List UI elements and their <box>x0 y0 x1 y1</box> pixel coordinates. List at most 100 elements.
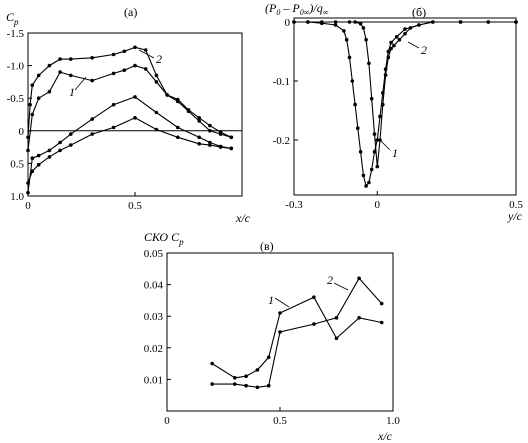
panel-a-series-1-lower-point <box>47 155 52 159</box>
panel-a-series-1-lower-point <box>36 162 41 167</box>
panel-a-xlabel: x/c <box>235 211 251 225</box>
panel-v-series-1-label: 1 <box>268 293 274 307</box>
panel-a-series-1-upper-point <box>133 63 137 68</box>
panel-b-series-2-point <box>392 43 396 48</box>
panel-a-series-1-upper-point <box>111 71 116 76</box>
panel-a-series-1-lower-point <box>197 142 201 146</box>
panel-a-series-1-upper-point <box>208 129 212 133</box>
panel-a-series-2-leader <box>138 49 155 59</box>
panel-v-series-2-point <box>210 382 214 386</box>
panel-b-xtick-label: 0.5 <box>509 199 523 211</box>
panel-b-series-2-point <box>431 20 435 24</box>
panel-v-series-1-point <box>266 355 271 360</box>
panel-a-ticks: 0 0.5 -1.5 -1.0 -0.5 0 0.5 1.0 <box>7 28 143 212</box>
panel-b-series-1-point <box>356 126 360 130</box>
panel-b-series-2-point <box>417 23 421 27</box>
panel-b-series-2-point <box>367 61 371 66</box>
panel-v-plot <box>210 276 384 390</box>
panel-a-series-1-lower-point <box>176 135 180 140</box>
panel-a-series-1-lower-point <box>208 143 212 147</box>
panel-v-xtick-label: 0.5 <box>273 415 287 427</box>
panel-a-series-2-upper-point <box>111 52 116 57</box>
panel-a-series-2-lower-point <box>90 117 94 121</box>
panel-v-ylabel: СКО Cp <box>144 230 184 247</box>
panel-v-series-1-point <box>255 368 260 372</box>
panel-b-frame <box>293 17 517 196</box>
panel-a-series-1-upper-point <box>143 67 148 71</box>
panel-a-series-2-upper-point <box>122 49 127 54</box>
panel-b-ytick-label: -0.2 <box>273 135 290 147</box>
panel-v-series-2-point <box>379 301 384 306</box>
panel-b-series-1-point <box>364 184 368 188</box>
panel-a-series-2-upper-point <box>47 63 52 68</box>
panel-v-series-2-point <box>334 316 339 320</box>
panel-a-series-1-upper-point <box>58 70 62 74</box>
panel-v-xtick-label: 0 <box>164 415 170 427</box>
panel-b-series-1-point <box>375 138 380 142</box>
panel-v-xtick-label: 1.0 <box>386 415 400 427</box>
panel-b-series-2-point <box>486 20 491 24</box>
panel-b-series-1-point <box>361 173 366 178</box>
panel-v-series-2-leader <box>333 282 349 291</box>
panel-b-series-2-point <box>347 20 352 24</box>
panel-b-series-1-point <box>350 79 355 83</box>
panel-a-ytick-label: -1.5 <box>7 28 25 40</box>
panel-a-series-2-lower-point <box>229 146 234 151</box>
panel-a-series-2-upper-line <box>27 46 232 138</box>
panel-a-series-2-lower-point <box>26 190 30 195</box>
panel-b-series-1-leader <box>380 140 391 151</box>
panel-a-series-2-upper-point <box>143 48 148 52</box>
panel-v-series-1-point <box>357 316 361 320</box>
panel-b-series-2-point <box>364 37 368 42</box>
panel-b-series-1-point <box>394 35 399 39</box>
panel-a-series-2-lower-point <box>208 140 212 145</box>
panel-v-ticks: 0 0.5 1.0 0.01 0.02 0.03 0.04 0.05 <box>144 248 401 427</box>
panel-a-series-1-upper-point <box>69 73 73 78</box>
panel-v-series-1-point <box>233 376 237 380</box>
panel-a-series-2-lower-point <box>58 140 62 145</box>
panel-a-series-2-upper-point <box>30 83 35 87</box>
panel-b-series-2-point <box>375 164 380 169</box>
panel-a-series-1-lower-point <box>111 125 116 130</box>
panel-v-series-2-point <box>357 276 361 281</box>
panel-v-series-1-point <box>278 311 282 315</box>
panel-a-series-1-upper-point <box>197 119 201 123</box>
panel-b-series-1-point <box>367 180 371 185</box>
panel-b-series-1-point <box>344 37 349 42</box>
panel-b-series-1-line <box>294 21 516 188</box>
panel-b-series-2-point <box>408 26 413 30</box>
panel-b-series-2-point <box>386 55 391 60</box>
panel-v-xlabel: x/c <box>377 429 393 443</box>
panel-a-series-2-upper-point <box>26 135 30 140</box>
panel-a-series-2-upper-point <box>36 73 41 78</box>
panel-a-series-2-lower-point <box>176 125 180 130</box>
panel-b-plot <box>292 20 518 188</box>
panel-a-series-1-upper-point <box>154 80 159 84</box>
panel-a-series-1-upper-point <box>36 96 41 100</box>
panel-b-label: (б) <box>412 5 426 19</box>
panel-b-series-2-point <box>383 73 388 77</box>
panel-a-plot <box>26 45 242 195</box>
panel-b-series-1-point <box>358 150 363 154</box>
panel-a-label: (а) <box>124 5 137 19</box>
panel-b-series-2-point <box>514 20 518 24</box>
panel-a-series-2-lower-point <box>30 156 35 160</box>
panel-b-ticks: -0.3 0 0.5 0 -0.1 -0.2 <box>273 17 524 211</box>
panel-b: (P0 – P0∞)/q∞ (б) y/c -0.3 0 0.50-0.1-0.2 … <box>265 1 523 223</box>
panel-a-series-2-upper-point <box>28 102 32 107</box>
panel-b-series-2-leader <box>407 41 420 49</box>
panel-a-series-1-lower-point <box>58 148 62 153</box>
panel-a-series-2-upper-point <box>186 108 191 112</box>
panel-b-ytick-label: -0.1 <box>273 76 290 88</box>
panel-v-series-2-point <box>255 385 260 390</box>
panel-a-xtick-label: 0 <box>25 200 31 212</box>
panel-a-series-2-upper-point <box>133 45 137 50</box>
panel-a-series-1-leader <box>74 76 87 91</box>
panel-v-ytick-label: 0.02 <box>144 343 163 355</box>
panel-a-series-2-lower-point <box>218 144 223 149</box>
panel-a-series-2-lower-line <box>27 96 232 193</box>
panel-b-series-1-point <box>389 40 393 45</box>
panel-a-series-2-upper-point <box>176 97 180 102</box>
panel-b-series-1-point <box>386 49 391 54</box>
